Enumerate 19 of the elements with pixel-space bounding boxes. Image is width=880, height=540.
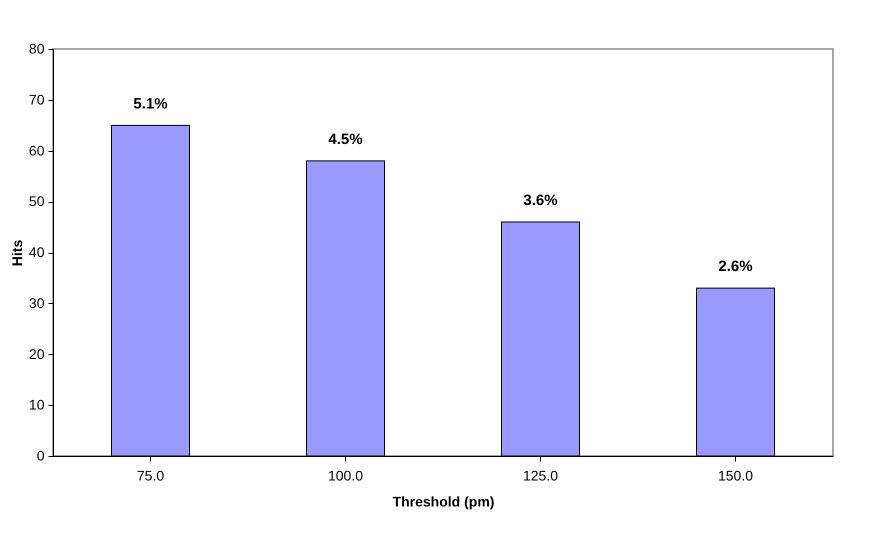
- x-axis-title: Threshold (pm): [392, 494, 494, 510]
- x-tick-label: 150.0: [718, 468, 754, 484]
- annotation: 3.6%: [523, 192, 558, 209]
- y-tick-label: 0: [36, 448, 45, 464]
- y-tick-label: 40: [28, 244, 45, 260]
- x-tick-label: 100.0: [328, 468, 364, 484]
- annotation: 4.5%: [328, 130, 363, 148]
- y-tick-label: 60: [28, 142, 45, 158]
- y-tick-label: 30: [28, 294, 45, 311]
- y-tick-label: 50: [28, 193, 45, 210]
- y-tick-label: 20: [28, 346, 45, 362]
- annotation: 5.1%: [133, 95, 168, 112]
- y-tick-label: 70: [28, 91, 45, 108]
- x-tick-label: 75.0: [136, 468, 164, 484]
- y-axis-title: Hits: [8, 240, 25, 266]
- y-tick-label: 80: [28, 40, 45, 56]
- y-tick-label: 10: [28, 396, 45, 413]
- x-tick-label: 125.0: [522, 468, 558, 484]
- annotation: 2.6%: [718, 258, 753, 276]
